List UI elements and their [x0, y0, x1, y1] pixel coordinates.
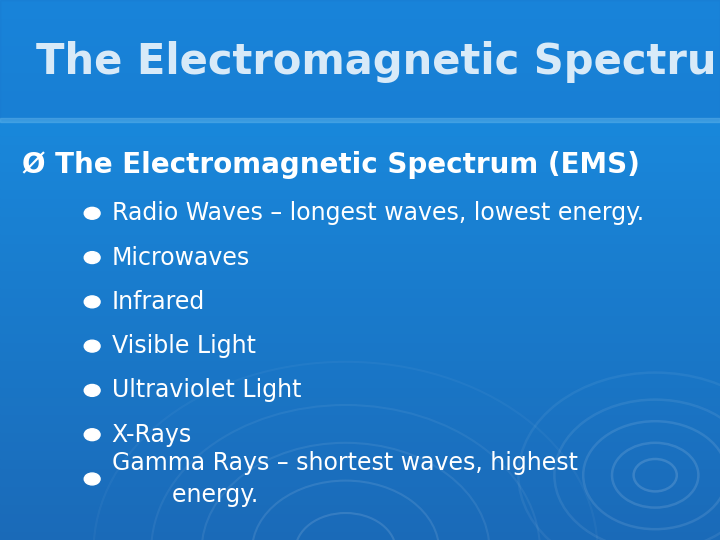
Bar	[0, 522, 720, 531]
Text: Infrared: Infrared	[112, 290, 205, 314]
Bar	[0, 306, 720, 315]
Bar	[0, 369, 720, 378]
Bar	[0, 441, 720, 450]
Bar	[0, 315, 720, 324]
Bar	[0, 531, 720, 540]
Bar	[0, 171, 720, 180]
Bar	[0, 126, 720, 135]
Circle shape	[84, 384, 100, 396]
Bar	[0, 0, 720, 9]
Text: The Electromagnetic Spectrum: The Electromagnetic Spectrum	[36, 41, 720, 83]
Circle shape	[84, 340, 100, 352]
Bar	[0, 54, 720, 63]
Bar	[0, 36, 720, 45]
Bar	[0, 207, 720, 216]
Bar	[0, 108, 720, 117]
Bar	[0, 360, 720, 369]
Bar	[0, 18, 720, 27]
Bar	[0, 63, 720, 72]
Text: Radio Waves – longest waves, lowest energy.: Radio Waves – longest waves, lowest ener…	[112, 201, 644, 225]
Bar	[0, 90, 720, 99]
Bar	[0, 135, 720, 144]
Bar	[0, 486, 720, 495]
Circle shape	[84, 473, 100, 485]
Text: X-Rays: X-Rays	[112, 423, 192, 447]
Bar	[0, 513, 720, 522]
Bar	[0, 27, 720, 36]
Bar	[0, 243, 720, 252]
Circle shape	[84, 252, 100, 264]
Bar	[0, 225, 720, 234]
Text: Ø The Electromagnetic Spectrum (EMS): Ø The Electromagnetic Spectrum (EMS)	[22, 151, 639, 179]
Bar	[0, 180, 720, 189]
Bar	[0, 144, 720, 153]
Text: Microwaves: Microwaves	[112, 246, 250, 269]
Bar	[0, 234, 720, 243]
Bar	[0, 405, 720, 414]
Bar	[0, 261, 720, 270]
Bar	[0, 162, 720, 171]
Bar	[0, 342, 720, 351]
Bar	[0, 153, 720, 162]
Bar	[0, 477, 720, 486]
Bar	[0, 396, 720, 405]
Bar	[0, 414, 720, 423]
Bar	[0, 81, 720, 90]
Bar	[0, 423, 720, 432]
Bar	[0, 45, 720, 54]
Bar	[0, 450, 720, 459]
Bar	[0, 468, 720, 477]
Bar	[0, 9, 720, 18]
Bar	[0, 279, 720, 288]
Bar	[0, 252, 720, 261]
Circle shape	[84, 429, 100, 441]
Bar	[0, 432, 720, 441]
Bar	[0, 118, 720, 122]
Bar	[0, 333, 720, 342]
Bar	[0, 117, 720, 126]
Bar	[0, 297, 720, 306]
Circle shape	[84, 207, 100, 219]
Bar	[0, 216, 720, 225]
Bar	[0, 198, 720, 207]
Bar	[0, 351, 720, 360]
Bar	[0, 324, 720, 333]
Bar	[0, 72, 720, 81]
Bar	[0, 459, 720, 468]
Bar	[0, 378, 720, 387]
Bar	[0, 0, 720, 119]
Text: Visible Light: Visible Light	[112, 334, 256, 358]
Text: Gamma Rays – shortest waves, highest
        energy.: Gamma Rays – shortest waves, highest ene…	[112, 451, 577, 507]
Bar	[0, 495, 720, 504]
Bar	[0, 99, 720, 108]
Bar	[0, 387, 720, 396]
Bar	[0, 504, 720, 513]
Bar	[0, 189, 720, 198]
Bar	[0, 270, 720, 279]
Text: Ultraviolet Light: Ultraviolet Light	[112, 379, 301, 402]
Bar	[0, 288, 720, 297]
Circle shape	[84, 296, 100, 308]
